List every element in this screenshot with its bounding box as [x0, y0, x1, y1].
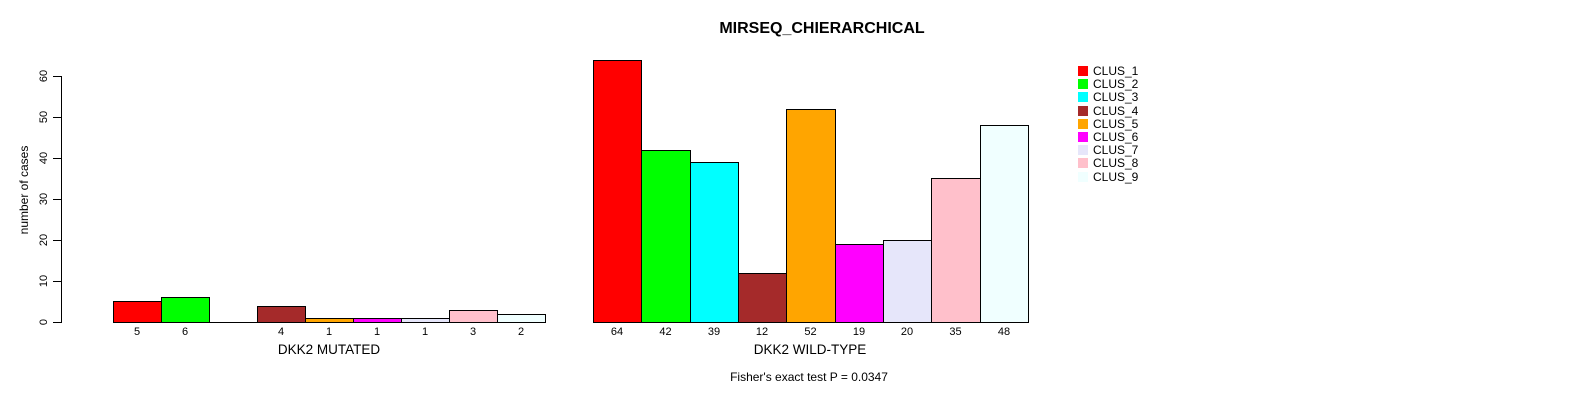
bar-value-label: 4: [277, 326, 285, 338]
bar-value-label: 35: [949, 326, 962, 338]
bar-clus_2: [641, 150, 691, 323]
y-tick-label: 10: [38, 274, 50, 288]
y-tick: [53, 281, 61, 282]
bar-value-label: 12: [755, 326, 769, 338]
bar-clus_8: [449, 310, 498, 323]
bar-clus_6: [353, 318, 402, 323]
bar-value-label: 64: [610, 326, 624, 338]
legend-label-clus_2: CLUS_2: [1093, 77, 1139, 92]
bar-clus_7: [883, 240, 932, 323]
legend-swatch-clus_7: [1078, 145, 1088, 156]
bar-clus_6: [835, 244, 884, 323]
fisher-test-footnote: Fisher's exact test P = 0.0347: [730, 370, 888, 384]
bar-value-label: 1: [325, 326, 333, 338]
bar-value-label: 42: [659, 326, 672, 338]
legend-swatch-clus_1: [1078, 66, 1088, 76]
bar-value-label: 6: [181, 326, 189, 338]
bar-clus_3: [690, 162, 739, 323]
legend-label-clus_8: CLUS_8: [1093, 156, 1139, 171]
legend-swatch-clus_2: [1078, 79, 1088, 90]
bar-value-label: 1: [421, 326, 429, 338]
bar-value-label: 19: [852, 326, 866, 338]
x-axis-label-dkk2-wild-type: DKK2 WILD-TYPE: [753, 342, 867, 357]
y-tick-label: 50: [38, 110, 50, 124]
legend-swatch-clus_4: [1078, 105, 1088, 116]
legend-label-clus_9: CLUS_9: [1093, 169, 1139, 184]
y-tick: [53, 322, 61, 323]
legend-label-clus_3: CLUS_3: [1093, 90, 1139, 105]
bar-value-label: 3: [469, 326, 477, 338]
legend-label-clus_4: CLUS_4: [1093, 103, 1139, 118]
bar-clus_2: [161, 297, 210, 323]
y-tick-label: 40: [38, 151, 50, 165]
legend-label-clus_1: CLUS_1: [1093, 64, 1139, 78]
bar-clus_7: [401, 318, 450, 323]
y-tick-label: 0: [38, 318, 50, 326]
bar-clus_4: [257, 306, 306, 323]
legend-swatch-clus_8: [1078, 158, 1088, 169]
y-axis-line: [61, 76, 62, 323]
legend-label-clus_7: CLUS_7: [1093, 143, 1139, 158]
y-axis-title: number of cases: [17, 145, 31, 235]
y-tick-label: 30: [38, 192, 50, 206]
bar-clus_4: [738, 273, 787, 323]
bar-clus_9: [980, 125, 1029, 323]
bar-clus_1: [593, 60, 642, 323]
legend-label-clus_6: CLUS_6: [1093, 130, 1139, 144]
bar-clus_9: [497, 314, 546, 323]
y-tick-label: 60: [38, 69, 50, 83]
bar-clus_5: [305, 318, 354, 323]
bar-value-label: 52: [804, 326, 817, 338]
legend-swatch-clus_9: [1078, 171, 1088, 182]
y-tick: [53, 240, 61, 241]
bar-clus_5: [786, 109, 836, 323]
bar-value-label: 2: [517, 326, 525, 338]
legend-swatch-clus_6: [1078, 132, 1088, 142]
legend-swatch-clus_3: [1078, 92, 1088, 103]
chart-title: MIRSEQ_CHIERARCHICAL: [719, 20, 925, 37]
bar-value-label: 20: [900, 326, 914, 338]
bar-value-label: 1: [373, 326, 381, 338]
bar-value-label: 5: [133, 326, 141, 338]
bar-value-label: 48: [997, 326, 1011, 338]
y-tick: [53, 158, 61, 159]
legend-label-clus_5: CLUS_5: [1093, 116, 1139, 131]
y-tick: [53, 199, 61, 200]
y-tick: [53, 76, 61, 77]
y-tick-label: 20: [38, 233, 50, 247]
bar-value-label: 39: [707, 326, 721, 338]
y-tick: [53, 117, 61, 118]
bar-clus_8: [931, 178, 981, 323]
legend-swatch-clus_5: [1078, 118, 1088, 129]
bar-clus_1: [113, 301, 162, 323]
x-axis-label-dkk2-mutated: DKK2 MUTATED: [277, 342, 381, 357]
